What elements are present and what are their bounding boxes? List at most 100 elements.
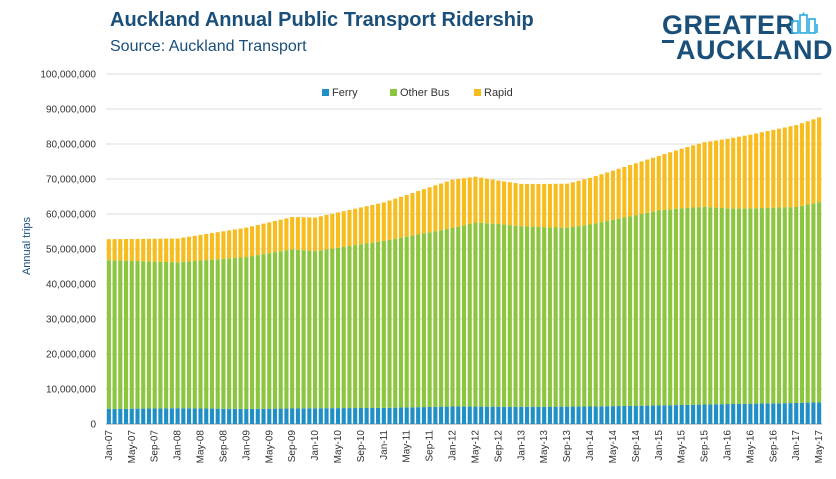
bar-segment-other-bus [261, 254, 266, 409]
bar-segment-rapid [502, 181, 507, 225]
bar-segment-rapid [799, 123, 805, 206]
bar-segment-rapid [335, 212, 341, 248]
bar-segment-other-bus [650, 211, 656, 406]
bar-segment-ferry [754, 403, 759, 424]
bar-segment-rapid [301, 217, 306, 251]
bar-segment-rapid [181, 237, 186, 262]
bar-segment-ferry [513, 406, 518, 424]
bar-segment-ferry [576, 406, 581, 424]
x-tick-label: Sep-16 [768, 430, 779, 463]
bar-segment-ferry [290, 408, 295, 424]
bar-segment-ferry [353, 408, 358, 424]
bar-segment-ferry [782, 403, 787, 424]
bar-segment-rapid [198, 234, 203, 261]
bar-segment-rapid [358, 207, 363, 245]
bar-segment-rapid [628, 165, 633, 217]
y-tick-label: 30,000,000 [46, 315, 96, 326]
legend-swatch [474, 89, 481, 96]
y-tick-label: 50,000,000 [46, 245, 96, 256]
bar-segment-rapid [691, 145, 696, 208]
bar-segment-other-bus [324, 249, 329, 409]
bar-segment-other-bus [244, 257, 249, 409]
bar-segment-ferry [404, 407, 409, 424]
bar-segment-rapid [616, 168, 621, 219]
bar-segment-ferry [765, 403, 770, 424]
bar-segment-other-bus [719, 207, 724, 405]
bar-segment-ferry [358, 408, 363, 424]
x-tick-label: Sep-07 [150, 430, 161, 463]
bar-segment-ferry [238, 408, 243, 424]
bar-segment-ferry [731, 403, 736, 424]
bar-segment-other-bus [313, 251, 318, 409]
bar-segment-ferry [272, 408, 278, 424]
x-tick-label: May-13 [539, 430, 550, 464]
bar-segment-other-bus [129, 260, 134, 409]
bar-segment-rapid [622, 166, 627, 218]
bar-segment-rapid [748, 134, 753, 209]
bar-segment-ferry [278, 408, 283, 424]
bar-segment-rapid [290, 217, 295, 250]
x-tick-label: May-09 [264, 430, 275, 464]
bar-segment-rapid [284, 218, 289, 251]
bar-segment-other-bus [186, 261, 192, 409]
bar-segment-other-bus [502, 224, 507, 407]
x-tick-label: Jan-08 [173, 430, 184, 461]
bar-segment-rapid [788, 126, 793, 208]
bar-segment-other-bus [347, 246, 352, 409]
x-tick-label: May-10 [333, 430, 344, 464]
y-tick-label: 70,000,000 [46, 175, 96, 186]
bar-segment-ferry [645, 405, 650, 425]
bar-segment-ferry [152, 408, 157, 424]
bar-segment-ferry [673, 405, 678, 424]
bar-segment-rapid [639, 161, 644, 214]
x-tick-label: Sep-09 [287, 430, 298, 463]
bar-segment-other-bus [358, 244, 363, 409]
bar-segment-ferry [565, 406, 570, 424]
bar-segment-other-bus [238, 257, 243, 409]
x-tick-label: Sep-11 [425, 430, 436, 462]
bar-segment-other-bus [290, 249, 295, 409]
bar-segment-other-bus [673, 208, 678, 406]
bar-segment-other-bus [542, 227, 547, 407]
bar-segment-other-bus [278, 251, 283, 409]
bar-segment-ferry [335, 408, 341, 424]
bar-segment-ferry [507, 406, 512, 424]
bar-segment-rapid [542, 183, 547, 228]
x-tick-label: Sep-14 [631, 430, 642, 463]
bar-segment-other-bus [146, 261, 152, 409]
x-tick-label: Jan-12 [448, 430, 459, 461]
bar-segment-ferry [387, 407, 392, 424]
bar-segment-other-bus [765, 207, 770, 404]
bar-segment-other-bus [616, 218, 621, 407]
bar-segment-rapid [513, 183, 518, 226]
bar-segment-rapid [473, 176, 478, 223]
bar-segment-rapid [381, 202, 386, 241]
bar-segment-rapid [141, 238, 146, 262]
x-axis-ticks: Jan-07 May-07 Sep-07 Jan-08 May-08 Sep-08 Jan-… [104, 430, 825, 464]
x-tick-label: Sep-12 [493, 430, 504, 463]
bar-segment-other-bus [484, 223, 489, 407]
bar-segment-other-bus [782, 207, 787, 404]
bar-segment-ferry [788, 403, 793, 424]
bar-segment-rapid [662, 154, 667, 210]
bar-segment-ferry [805, 402, 810, 424]
bar-segment-other-bus [565, 227, 570, 407]
bar-segment-ferry [169, 408, 174, 424]
bar-segment-rapid [439, 183, 444, 231]
bar-segment-other-bus [587, 224, 593, 407]
bar-segment-ferry [719, 404, 724, 424]
bar-segment-ferry [633, 405, 638, 424]
bar-segment-other-bus [696, 207, 701, 405]
bar-segment-other-bus [805, 204, 810, 403]
bar-segment-rapid [668, 152, 673, 210]
bar-segment-rapid [129, 238, 134, 261]
bar-segment-other-bus [123, 260, 129, 409]
bar-segment-rapid [238, 228, 243, 258]
bar-segment-ferry [221, 408, 226, 424]
bar-segment-other-bus [536, 226, 541, 407]
bar-segment-rapid [565, 183, 570, 228]
bar-segment-other-bus [295, 249, 300, 409]
bar-segment-rapid [175, 238, 180, 263]
legend-swatch [322, 89, 329, 96]
bar-segment-rapid [771, 129, 776, 208]
